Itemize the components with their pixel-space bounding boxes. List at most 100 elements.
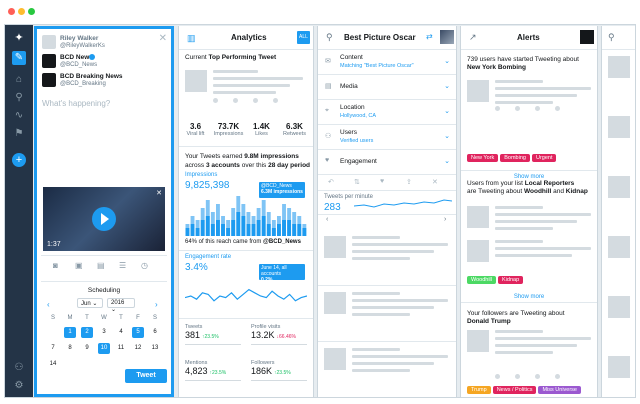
- activity-icon[interactable]: ∿: [14, 110, 24, 121]
- year-select[interactable]: 2016 ⌄: [107, 298, 135, 313]
- account-handle: @RileyWalkerKs: [60, 43, 105, 49]
- stat-item: 1.4K Likes: [245, 122, 278, 137]
- calendar-day[interactable]: 5: [132, 327, 144, 338]
- search-icon[interactable]: ⚲: [15, 92, 23, 103]
- tag[interactable]: Bombing: [500, 154, 530, 162]
- calendar-day[interactable]: 1: [64, 327, 76, 338]
- impressions-bar-segment: [256, 220, 261, 236]
- weekday-label: F: [136, 315, 140, 321]
- calendar-day[interactable]: 10: [98, 343, 110, 354]
- list-item[interactable]: [318, 230, 456, 286]
- compose-icon[interactable]: ✎: [12, 51, 26, 65]
- video-thumbnail[interactable]: 1:37 ✕: [43, 187, 165, 251]
- alert-text: Your followers are Tweeting about Donald…: [467, 310, 565, 325]
- avatar[interactable]: [42, 73, 56, 87]
- metric-value: 13.2K: [251, 330, 275, 340]
- camera-icon[interactable]: ◙: [53, 261, 58, 270]
- chevron-down-icon[interactable]: ⌄: [444, 108, 450, 115]
- filter-value: Verified users: [340, 138, 374, 144]
- impressions-bar-segment: [277, 224, 281, 236]
- filter-row[interactable]: ♥ Engagement ⌄: [318, 150, 456, 175]
- tag-list: New York Bombing Urgent: [467, 154, 558, 162]
- calendar-day[interactable]: 11: [117, 345, 125, 351]
- filter-icon[interactable]: ⇄: [426, 32, 433, 41]
- filter-row[interactable]: ▤ Media ⌄: [318, 75, 456, 100]
- impressions-bar-segment: [292, 224, 297, 236]
- play-icon[interactable]: [92, 207, 116, 231]
- remove-media-icon[interactable]: ✕: [156, 190, 162, 197]
- prev-month-icon[interactable]: ‹: [47, 300, 50, 309]
- metric-label: Followers: [251, 360, 275, 366]
- tag[interactable]: Kidnap: [498, 276, 524, 284]
- impressions-bar-segment: [231, 220, 236, 236]
- tag[interactable]: Woodhill: [467, 276, 496, 284]
- reply-icon[interactable]: ↶: [328, 179, 334, 186]
- scheduling-label: Scheduling: [87, 287, 121, 294]
- all-accounts-badge[interactable]: ALL: [297, 31, 310, 44]
- like-icon[interactable]: ♥: [380, 178, 385, 185]
- chevron-down-icon[interactable]: ⌄: [444, 133, 450, 140]
- stat-label: Retweets: [283, 131, 306, 137]
- tweet-button[interactable]: Tweet: [125, 369, 167, 383]
- next-month-icon[interactable]: ›: [155, 300, 158, 309]
- month-select[interactable]: Jun ⌄: [77, 298, 103, 308]
- calendar-day[interactable]: 12: [134, 345, 142, 351]
- calendar-day[interactable]: 8: [68, 345, 72, 351]
- minimize-window-button[interactable]: [18, 8, 25, 15]
- tag[interactable]: New York: [467, 154, 499, 162]
- impressions-label: Impressions: [185, 172, 218, 178]
- settings-icon[interactable]: ⚙: [14, 380, 24, 391]
- show-more-link[interactable]: Show more: [513, 174, 545, 180]
- clear-icon[interactable]: ✕: [432, 179, 438, 186]
- calendar-day[interactable]: 14: [49, 361, 57, 367]
- schedule-icon[interactable]: ◷: [141, 261, 148, 270]
- close-window-button[interactable]: [8, 8, 15, 15]
- avatar[interactable]: [42, 54, 56, 68]
- impressions-bar-segment: [282, 220, 286, 236]
- chevron-down-icon[interactable]: ⌄: [444, 58, 450, 65]
- calendar-day[interactable]: 13: [151, 345, 159, 351]
- show-more-link[interactable]: Show more: [513, 294, 545, 300]
- calendar-day[interactable]: 3: [102, 329, 106, 335]
- metrics-grid: Tweets 381 ↑23.5% Profile visits 13.2K ↓66.46…: [179, 324, 313, 397]
- filter-row[interactable]: ⚇ Users Verified users ⌄: [318, 125, 456, 150]
- column-header: ⚲: [602, 26, 635, 50]
- tag[interactable]: News / Politics: [492, 386, 537, 394]
- close-icon[interactable]: ✕: [158, 33, 167, 44]
- filter-row[interactable]: ⌖ Location Hollywood, CA ⌄: [318, 100, 456, 125]
- chevron-left-icon[interactable]: ‹: [326, 216, 329, 223]
- impressions-bar-segment: [205, 216, 210, 236]
- chevron-down-icon[interactable]: ⌄: [444, 158, 450, 165]
- list-item[interactable]: [318, 286, 456, 342]
- engagement-line-chart: [185, 288, 307, 302]
- home-icon[interactable]: ⌂: [15, 74, 23, 85]
- zoom-window-button[interactable]: [28, 8, 35, 15]
- share-icon[interactable]: ⇪: [406, 179, 412, 186]
- gif-icon[interactable]: ▤: [97, 261, 105, 270]
- impressions-bar-segment: [200, 220, 205, 236]
- calendar-day[interactable]: 4: [119, 329, 123, 335]
- poll-icon[interactable]: ☰: [119, 261, 127, 270]
- add-column-icon[interactable]: +: [12, 153, 26, 167]
- calendar-day[interactable]: 9: [85, 345, 89, 351]
- chevron-right-icon[interactable]: ›: [444, 216, 447, 223]
- calendar-day[interactable]: 7: [51, 345, 55, 351]
- calendar-day[interactable]: 2: [81, 327, 93, 338]
- stat-item: 6.3K Retweets: [278, 122, 311, 137]
- tag[interactable]: Trump: [467, 386, 491, 394]
- list-item[interactable]: [318, 342, 456, 397]
- avatar[interactable]: [42, 35, 56, 49]
- retweet-icon[interactable]: ⇅: [354, 179, 360, 186]
- stat-label: Viral lift: [186, 131, 205, 137]
- tag[interactable]: Urgent: [531, 154, 557, 162]
- metric-value: 381: [185, 330, 201, 340]
- tweet-text-input[interactable]: What's happening?: [42, 99, 111, 108]
- chevron-down-icon[interactable]: ⌄: [444, 83, 450, 90]
- image-icon[interactable]: ▣: [75, 261, 83, 270]
- filter-row[interactable]: ✉ Content Matching "Best Picture Oscar" ⌄: [318, 50, 456, 75]
- lists-icon[interactable]: ⚑: [14, 128, 24, 139]
- accounts-icon[interactable]: ⚇: [14, 362, 24, 373]
- calendar-day[interactable]: 6: [153, 329, 157, 335]
- account-handle: @BCD_News: [60, 62, 98, 68]
- tag[interactable]: Miss Universe: [538, 386, 581, 394]
